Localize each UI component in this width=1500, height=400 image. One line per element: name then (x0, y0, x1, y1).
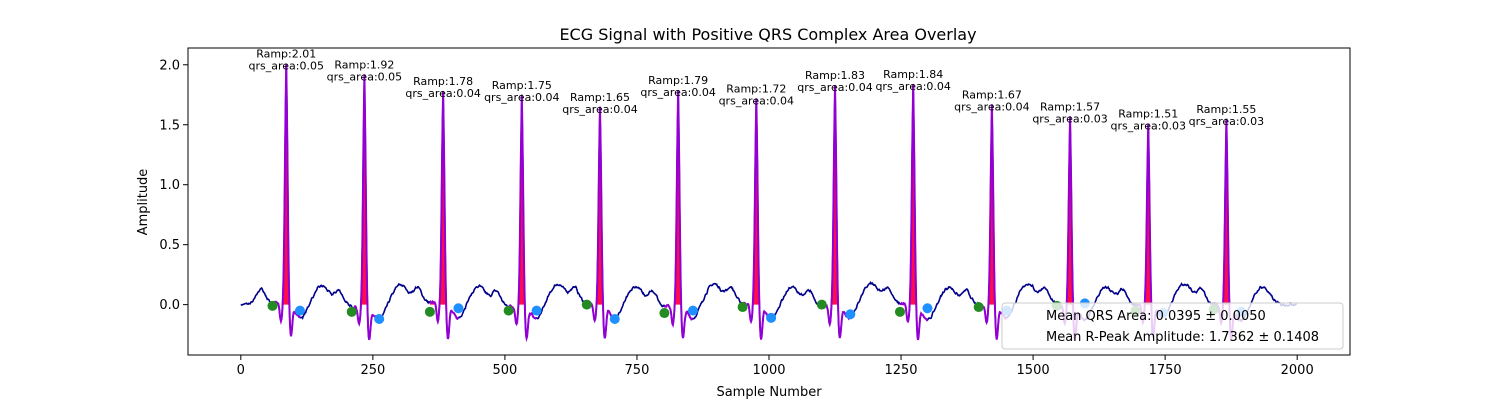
qrs-segment-line (429, 91, 460, 340)
qrs-segment-line (350, 74, 380, 341)
r-peak-amplitude-label: Ramp:1.84 (883, 68, 943, 81)
legend-box (1001, 302, 1344, 350)
qrs-area-label: qrs_area:0.04 (954, 100, 1029, 113)
x-tick-label: 1250 (884, 363, 917, 378)
qrs-offset-marker (766, 312, 777, 323)
qrs-segment-line (742, 98, 772, 340)
r-peak-amplitude-label: Ramp:1.72 (726, 82, 786, 95)
qrs-area-label: qrs_area:0.05 (327, 70, 402, 83)
qrs-onset-marker (503, 305, 514, 316)
qrs-area-label: qrs_area:0.03 (1111, 120, 1186, 133)
qrs-area-label: qrs_area:0.04 (797, 81, 872, 94)
y-tick-label: 1.5 (159, 118, 180, 133)
r-peak-amplitude-label: Ramp:1.51 (1118, 108, 1178, 121)
qrs-onset-marker (424, 306, 435, 317)
y-tick-label: 1.0 (159, 178, 180, 193)
qrs-area-label: qrs_area:0.04 (640, 86, 715, 99)
qrs-onset-marker (581, 299, 592, 310)
x-tick-label: 0 (237, 363, 245, 378)
qrs-area-label: qrs_area:0.03 (1189, 115, 1264, 128)
x-tick-label: 1750 (1149, 363, 1182, 378)
r-peak-amplitude-label: Ramp:1.65 (570, 91, 630, 104)
qrs-offset-marker (374, 314, 385, 325)
qrs-segment-line (272, 63, 301, 337)
x-tick-label: 750 (625, 363, 650, 378)
qrs-area-label: qrs_area:0.04 (875, 80, 950, 93)
qrs-onset-marker (737, 302, 748, 313)
y-axis: 0.0 0.5 1.0 1.5 2.0 (159, 58, 188, 313)
qrs-segment-line (899, 83, 928, 341)
y-tick-label: 2.0 (159, 58, 180, 73)
qrs-onset-marker (659, 308, 670, 319)
qrs-area-label: qrs_area:0.04 (562, 103, 637, 116)
x-tick-label: 2000 (1281, 363, 1314, 378)
qrs-segment-line (507, 94, 537, 343)
qrs-onset-marker (894, 306, 905, 317)
legend-entry-mean-r-peak-amplitude: Mean R-Peak Amplitude: 1.7362 ± 0.1408 (1046, 330, 1319, 345)
r-peak-amplitude-label: Ramp:1.75 (492, 79, 552, 92)
y-tick-label: 0.0 (159, 298, 180, 313)
qrs-offset-marker (531, 305, 542, 316)
qrs-offset-marker (609, 314, 620, 325)
qrs-onset-marker (346, 306, 357, 317)
y-axis-label: Amplitude (136, 169, 151, 236)
r-peak-amplitude-label: Ramp:1.92 (334, 58, 394, 71)
r-peak-amplitude-label: Ramp:1.78 (413, 75, 473, 88)
legend: Mean QRS Area: 0.0395 ± 0.0050 Mean R-Pe… (1001, 302, 1344, 350)
qrs-area-label: qrs_area:0.04 (719, 94, 794, 107)
qrs-onset-marker (973, 302, 984, 313)
qrs-area-label: qrs_area:0.05 (249, 60, 324, 73)
r-peak-amplitude-label: Ramp:2.01 (256, 48, 316, 61)
x-tick-label: 250 (360, 363, 385, 378)
qrs-segment-line (663, 89, 694, 339)
qrs-offset-marker (294, 305, 305, 316)
qrs-offset-marker (687, 305, 698, 316)
qrs-onset-marker (267, 300, 278, 311)
x-tick-label: 1500 (1017, 363, 1050, 378)
legend-entry-mean-qrs-area: Mean QRS Area: 0.0395 ± 0.0050 (1046, 309, 1266, 324)
qrs-offset-marker (453, 303, 464, 314)
qrs-onset-marker (816, 299, 827, 310)
chart-title: ECG Signal with Positive QRS Complex Are… (559, 25, 976, 44)
qrs-area-label: qrs_area:0.04 (484, 91, 559, 104)
x-tick-label: 1000 (752, 363, 785, 378)
x-tick-label: 500 (492, 363, 517, 378)
qrs-offset-marker (845, 309, 856, 320)
r-peak-amplitude-label: Ramp:1.79 (648, 74, 708, 87)
r-peak-amplitude-label: Ramp:1.83 (805, 69, 865, 82)
qrs-offset-marker (922, 303, 933, 314)
qrs-area-fill (272, 63, 300, 305)
x-axis: 0 250 500 750 1000 1250 1500 1750 2000 (237, 355, 1314, 378)
x-axis-label: Sample Number (716, 385, 822, 400)
qrs-area-label: qrs_area:0.04 (405, 87, 480, 100)
r-peak-amplitude-label: Ramp:1.67 (962, 88, 1022, 101)
y-tick-label: 0.5 (159, 238, 180, 253)
qrs-area-label: qrs_area:0.03 (1032, 112, 1107, 125)
r-peak-amplitude-label: Ramp:1.57 (1040, 100, 1100, 113)
r-peak-amplitude-label: Ramp:1.55 (1196, 103, 1256, 116)
